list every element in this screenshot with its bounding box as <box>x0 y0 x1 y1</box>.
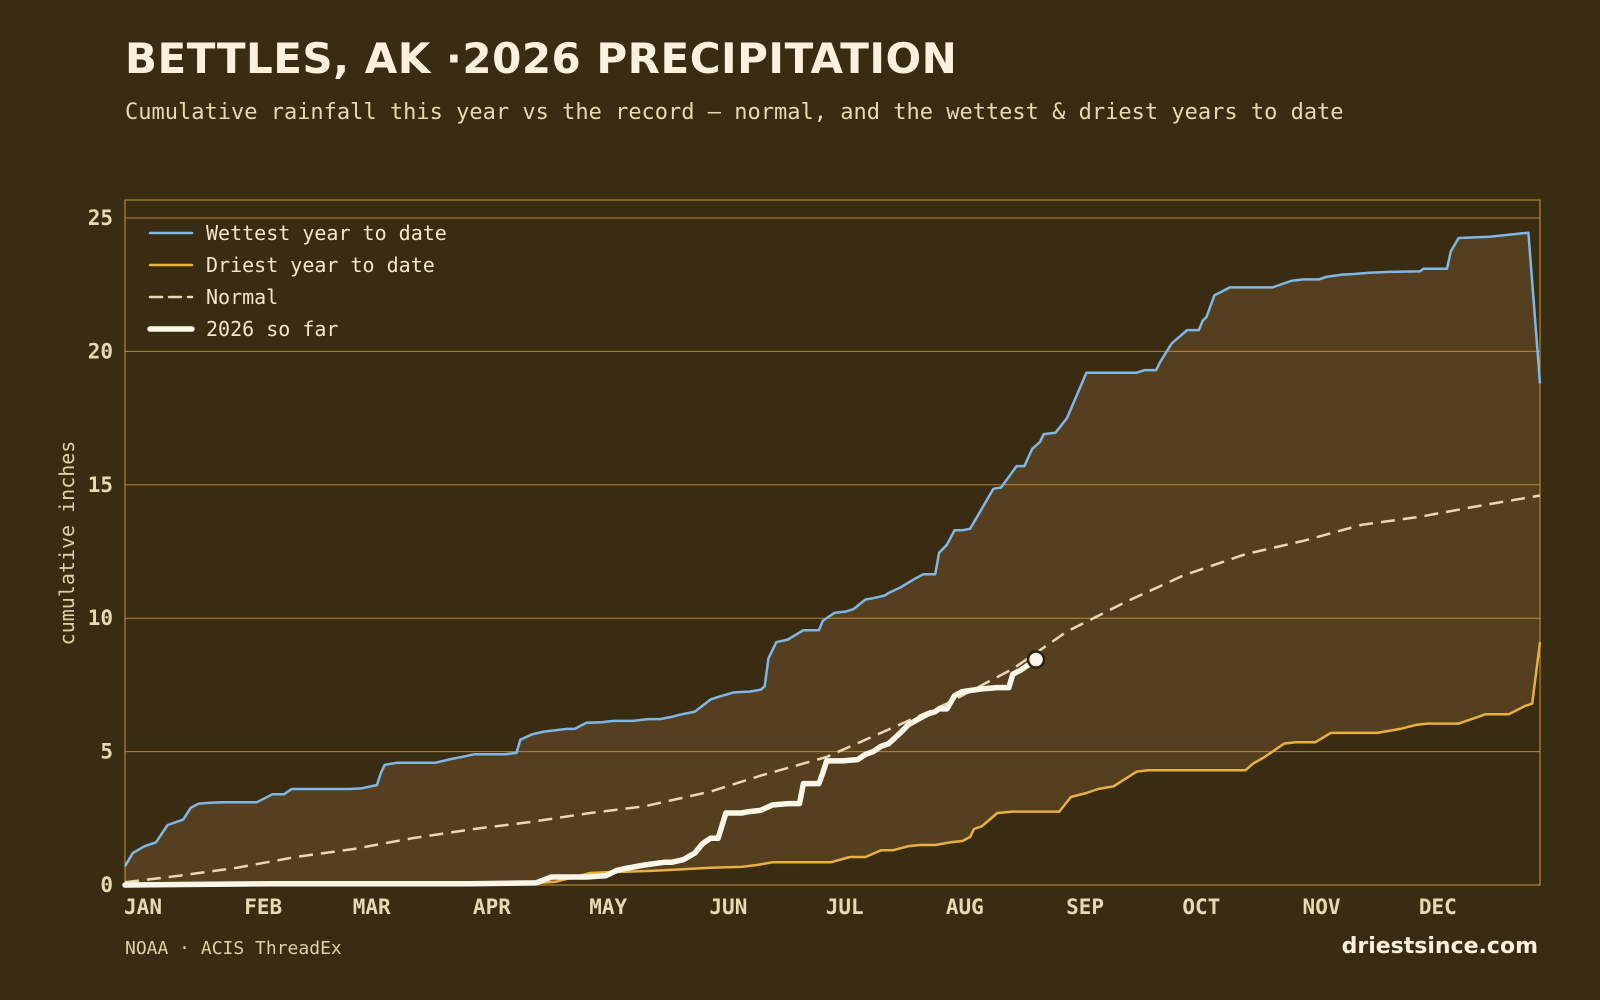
chart-subtitle: Cumulative rainfall this year vs the rec… <box>125 100 1344 125</box>
driest-line <box>125 642 1542 887</box>
chart-title: BETTLES, AK ·2026 PRECIPITATION <box>125 34 958 83</box>
current-point-marker <box>1026 650 1046 669</box>
y-axis-label: cumulative inches <box>55 441 79 646</box>
x-tick-label: DEC <box>1419 895 1457 919</box>
y-tick-label: 25 <box>88 206 113 230</box>
normal-line <box>124 494 1541 884</box>
x-tick-label: AUG <box>946 895 984 919</box>
y-tick-label: 0 <box>100 873 113 897</box>
legend-wettest-label: Wettest year to date <box>206 221 447 245</box>
x-tick-label: MAY <box>589 895 627 919</box>
wettest-line <box>123 231 1542 867</box>
x-tick-label: JUL <box>826 895 864 919</box>
legend-current-label: 2026 so far <box>206 317 338 341</box>
brand-link[interactable]: driestsince.com <box>1341 934 1538 959</box>
x-tick-label: FEB <box>244 895 282 919</box>
y-tick-label: 5 <box>100 740 113 764</box>
y-tick-label: 20 <box>88 339 113 363</box>
y-tick-label: 15 <box>88 473 113 497</box>
current-year-line <box>122 656 1039 888</box>
x-tick-label: OCT <box>1182 895 1220 919</box>
legend-normal-label: Normal <box>206 285 278 309</box>
x-tick-label: MAR <box>353 895 391 919</box>
y-tick-label: 10 <box>88 606 113 630</box>
x-tick-label: JAN <box>124 895 162 919</box>
wet-dry-band <box>125 232 1540 885</box>
legend-driest-label: Driest year to date <box>206 253 435 277</box>
x-tick-label: APR <box>473 895 511 919</box>
x-tick-label: NOV <box>1303 895 1341 919</box>
x-tick-label: JUN <box>709 895 747 919</box>
data-source-label: NOAA · ACIS ThreadEx <box>125 938 342 959</box>
x-tick-label: SEP <box>1066 895 1104 919</box>
